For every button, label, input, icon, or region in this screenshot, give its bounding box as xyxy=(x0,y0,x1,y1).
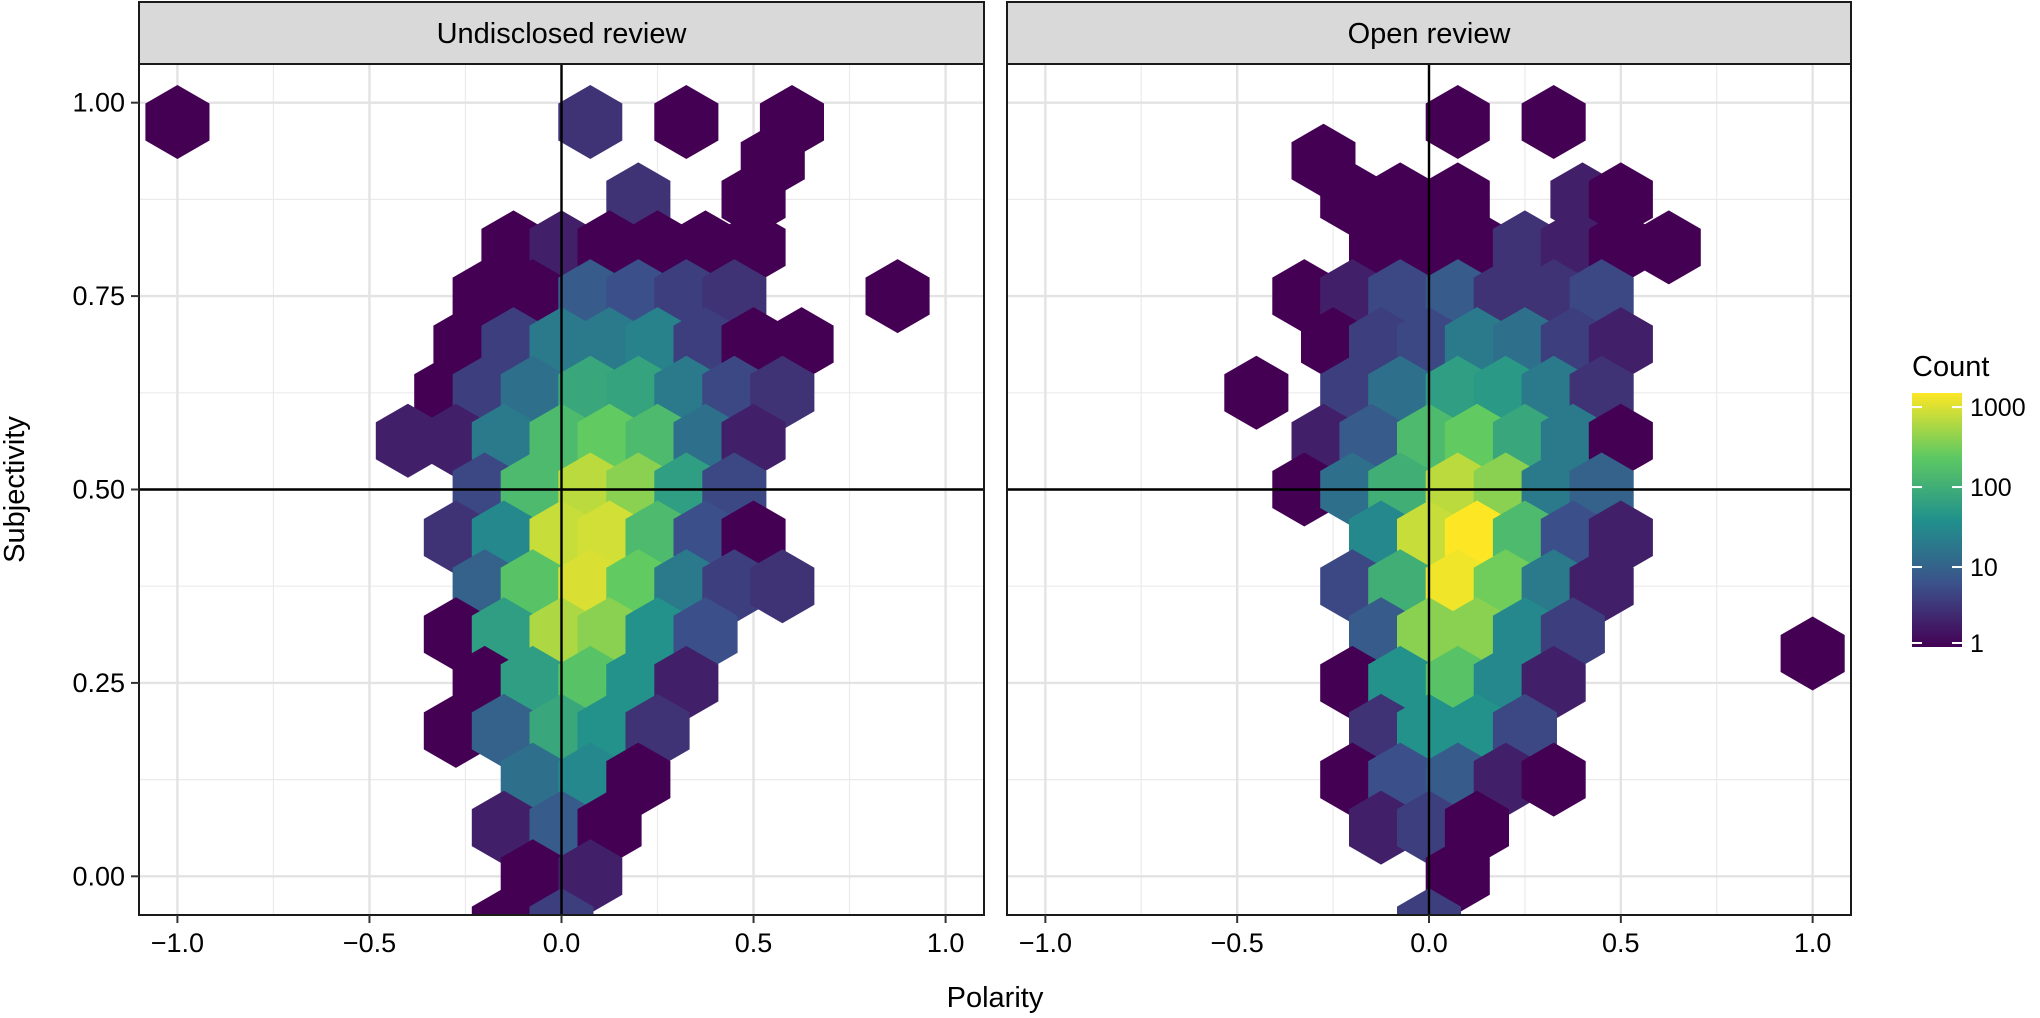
x-tick-label: 1.0 xyxy=(927,928,965,958)
hexbin-cell xyxy=(471,888,536,915)
facet-strip-open xyxy=(1006,1,1852,65)
hexbin-cell xyxy=(471,790,536,865)
x-tick-label: −1.0 xyxy=(1019,928,1072,958)
facet-panel-open: Open review xyxy=(1006,1,1852,916)
legend-label: 1 xyxy=(1970,630,1984,658)
hexbin-cell xyxy=(1636,210,1701,285)
hexbin-cell xyxy=(1425,85,1490,159)
y-tick-label: 0.50 xyxy=(72,475,125,505)
x-tick-label: 0.0 xyxy=(543,928,581,958)
x-tick-label: 0.5 xyxy=(1602,928,1640,958)
hexbin-cell xyxy=(1588,162,1653,237)
hexbin-cell xyxy=(558,839,623,914)
hexbin-cell xyxy=(721,162,786,237)
legend-label: 100 xyxy=(1970,474,2012,502)
x-axis: −1.0 −0.5 0.0 0.5 1.0 −1.0 −0.5 0.0 0.5 1.0 xyxy=(151,915,1832,958)
plot-area-open xyxy=(1006,63,1852,916)
hexbin-cell xyxy=(500,839,565,914)
x-tick-label: 1.0 xyxy=(1794,928,1832,958)
hexbin-cell xyxy=(1521,742,1586,817)
y-axis-title: Subjectivity xyxy=(0,416,31,563)
plot-area-undisclosed xyxy=(138,63,985,916)
hexbin-cell xyxy=(471,693,536,768)
legend-colorbar xyxy=(1912,393,1962,647)
legend-title: Count xyxy=(1912,351,1989,383)
y-tick-label: 0.25 xyxy=(72,668,125,698)
hexbin-cell xyxy=(865,259,930,334)
hexbin-cell xyxy=(654,85,719,159)
hexbin-cell xyxy=(1780,616,1845,691)
hexbin-layer xyxy=(1224,85,1845,915)
y-tick-label: 0.75 xyxy=(72,281,125,311)
facet-strip-label-open: Open review xyxy=(1348,18,1512,50)
hexbin-cell xyxy=(1521,85,1586,159)
facet-strip-undisclosed xyxy=(138,1,985,65)
hexbin-cell xyxy=(1425,839,1490,914)
hexbin-cell xyxy=(750,549,815,624)
x-tick-label: 0.0 xyxy=(1410,928,1448,958)
x-tick-label: −0.5 xyxy=(1211,928,1264,958)
x-tick-label: −0.5 xyxy=(343,928,396,958)
hexbin-cell xyxy=(145,85,210,159)
x-axis-title: Polarity xyxy=(947,982,1044,1014)
facet-strip-label-undisclosed: Undisclosed review xyxy=(437,18,688,50)
legend-label: 10 xyxy=(1970,554,1998,582)
hexbin-cell xyxy=(1224,355,1289,430)
y-axis: 0.00 0.25 0.50 0.75 1.00 xyxy=(72,88,139,891)
x-tick-label: 0.5 xyxy=(735,928,773,958)
x-tick-label: −1.0 xyxy=(151,928,204,958)
y-tick-label: 0.00 xyxy=(72,861,125,891)
legend: Count 1 10 100 1000 xyxy=(1912,351,2026,658)
hexbin-cell xyxy=(558,85,623,159)
y-tick-label: 1.00 xyxy=(72,88,125,118)
facet-panel-undisclosed: Undisclosed review xyxy=(138,1,985,916)
legend-label: 1000 xyxy=(1970,394,2026,422)
